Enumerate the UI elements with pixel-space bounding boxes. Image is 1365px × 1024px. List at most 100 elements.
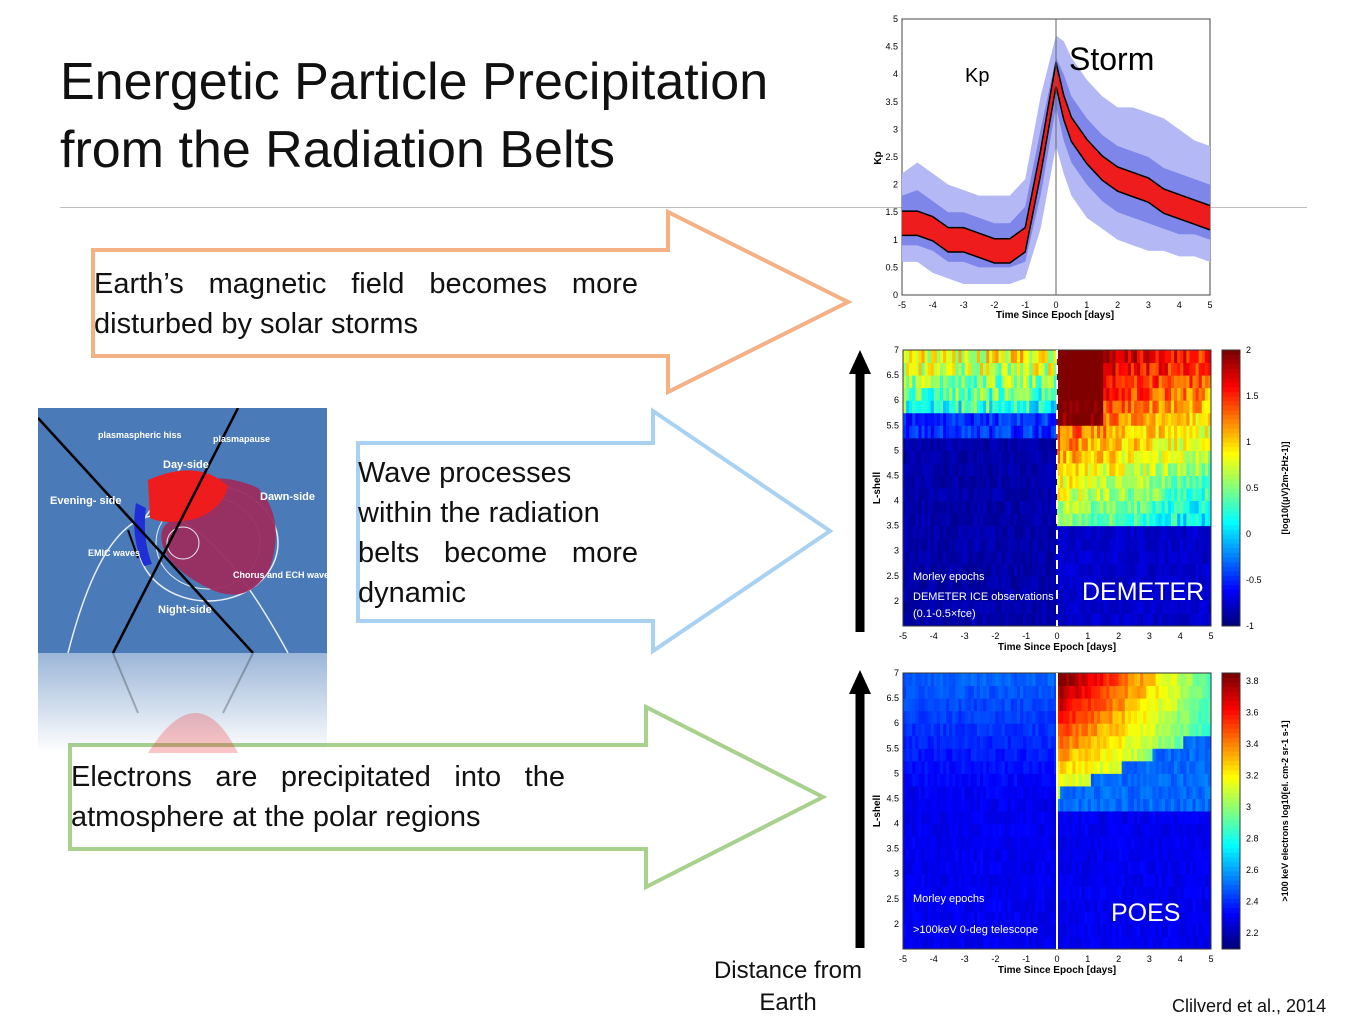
poes-heatmap-cell [1053, 673, 1058, 687]
poes-heatmap-cell [1192, 811, 1197, 825]
poes-heatmap-cell [1103, 785, 1107, 799]
poes-heatmap-cell [1158, 811, 1163, 825]
demeter-heatmap-cell [1143, 588, 1147, 602]
demeter-heatmap-cell [1106, 425, 1110, 439]
poes-heatmap-cell [967, 798, 972, 812]
poes-heatmap-cell [918, 911, 922, 925]
demeter-heatmap-cell [1127, 575, 1132, 589]
poes-heatmap-cell [1198, 798, 1203, 812]
poes-heatmap-cell [995, 848, 999, 862]
demeter-heatmap-cell [1204, 525, 1209, 539]
poes-heatmap-cell [1170, 760, 1175, 774]
poes-heatmap-cell [1127, 760, 1132, 774]
poes-heatmap-cell [961, 923, 966, 937]
poes-heatmap-cell [1075, 748, 1080, 762]
poes-heatmap-cell [1183, 698, 1187, 712]
demeter-heatmap-cell [1007, 425, 1012, 439]
demeter-heatmap-cell [1109, 450, 1113, 464]
poes-heatmap-cell [967, 873, 972, 887]
poes-heatmap-cell [903, 873, 907, 887]
demeter-heatmap-cell [1016, 513, 1021, 527]
demeter-heatmap-cell [976, 600, 981, 614]
poes-heatmap-cell [992, 811, 996, 825]
demeter-heatmap-cell [1183, 513, 1187, 527]
demeter-heatmap-cell [1023, 588, 1027, 602]
poes-heatmap-cell [1044, 760, 1049, 774]
poes-heatmap-cell [1081, 785, 1086, 799]
demeter-colorbar-segment [1222, 382, 1240, 388]
poes-heatmap-cell [1115, 836, 1120, 850]
poes-heatmap-cell [1016, 773, 1021, 787]
poes-heatmap-cell [1057, 798, 1061, 812]
poes-heatmap-cell [1020, 748, 1024, 762]
demeter-heatmap-cell [970, 350, 975, 364]
poes-heatmap-cell [998, 673, 1003, 687]
demeter-heatmap-cell [1149, 538, 1153, 552]
demeter-heatmap-cell [1207, 400, 1212, 414]
demeter-heatmap-cell [1078, 550, 1083, 564]
poes-heatmap-cell [1130, 811, 1135, 825]
demeter-heatmap-cell [1029, 387, 1033, 401]
poes-heatmap-cell [1078, 811, 1083, 825]
poes-heatmap-cell [1149, 798, 1153, 812]
demeter-heatmap-cell [1023, 412, 1027, 426]
demeter-heatmap-cell [1115, 575, 1120, 589]
poes-heatmap-cell [927, 911, 932, 925]
demeter-heatmap-cell [1201, 563, 1206, 577]
demeter-heatmap-cell [1066, 588, 1070, 602]
demeter-heatmap-cell [958, 563, 963, 577]
poes-heatmap-cell [1047, 848, 1052, 862]
poes-heatmap-cell [903, 748, 907, 762]
demeter-heatmap-cell [1090, 362, 1095, 376]
demeter-heatmap-cell [918, 550, 922, 564]
demeter-xtick-label: 0 [1054, 631, 1059, 641]
poes-heatmap-cell [955, 798, 959, 812]
demeter-heatmap-cell [927, 500, 932, 514]
poes-colorbar-segment [1222, 723, 1240, 729]
demeter-heatmap-cell [989, 538, 993, 552]
poes-heatmap-cell [915, 685, 919, 699]
poes-heatmap-cell [1134, 785, 1138, 799]
poes-heatmap-cell [924, 898, 929, 912]
poes-colorbar-tick: 2.8 [1246, 834, 1259, 844]
poes-heatmap-cell [1035, 710, 1040, 724]
poes-heatmap-cell [927, 936, 932, 950]
poes-heatmap-cell [1100, 848, 1104, 862]
poes-heatmap-cell [921, 811, 926, 825]
demeter-heatmap-cell [1057, 563, 1061, 577]
poes-heatmap-cell [939, 911, 944, 925]
poes-heatmap-cell [998, 836, 1003, 850]
poes-heatmap-cell [924, 698, 929, 712]
poes-heatmap-cell [1035, 798, 1040, 812]
poes-heatmap-cell [946, 798, 950, 812]
demeter-heatmap-cell [1112, 450, 1117, 464]
poes-heatmap-cell [983, 698, 987, 712]
demeter-heatmap-cell [933, 500, 938, 514]
demeter-heatmap-cell [1032, 450, 1036, 464]
demeter-heatmap-cell [949, 475, 953, 489]
demeter-colorbar-tick: -0.5 [1246, 575, 1262, 585]
demeter-heatmap-cell [1118, 387, 1123, 401]
poes-heatmap-cell [992, 748, 996, 762]
poes-heatmap-cell [1007, 760, 1012, 774]
demeter-heatmap-cell [1029, 437, 1033, 451]
demeter-heatmap-cell [1106, 475, 1110, 489]
demeter-heatmap-cell [980, 350, 984, 364]
demeter-heatmap-cell [1112, 475, 1117, 489]
poes-heatmap-cell [1001, 823, 1006, 837]
poes-heatmap-cell [1038, 873, 1043, 887]
demeter-heatmap-cell [1109, 588, 1113, 602]
demeter-colorbar-segment [1222, 377, 1240, 383]
poes-heatmap-cell [1041, 911, 1046, 925]
demeter-heatmap-cell [1075, 375, 1080, 389]
poes-heatmap-cell [1103, 685, 1107, 699]
poes-heatmap-cell [1087, 848, 1092, 862]
demeter-heatmap-cell [1143, 575, 1147, 589]
demeter-heatmap-cell [1093, 387, 1098, 401]
demeter-heatmap-cell [927, 563, 932, 577]
poes-heatmap-cell [998, 911, 1003, 925]
poes-heatmap-cell [1047, 748, 1052, 762]
demeter-heatmap-cell [1020, 375, 1024, 389]
poes-heatmap-cell [1167, 823, 1172, 837]
demeter-heatmap-cell [1093, 613, 1098, 627]
